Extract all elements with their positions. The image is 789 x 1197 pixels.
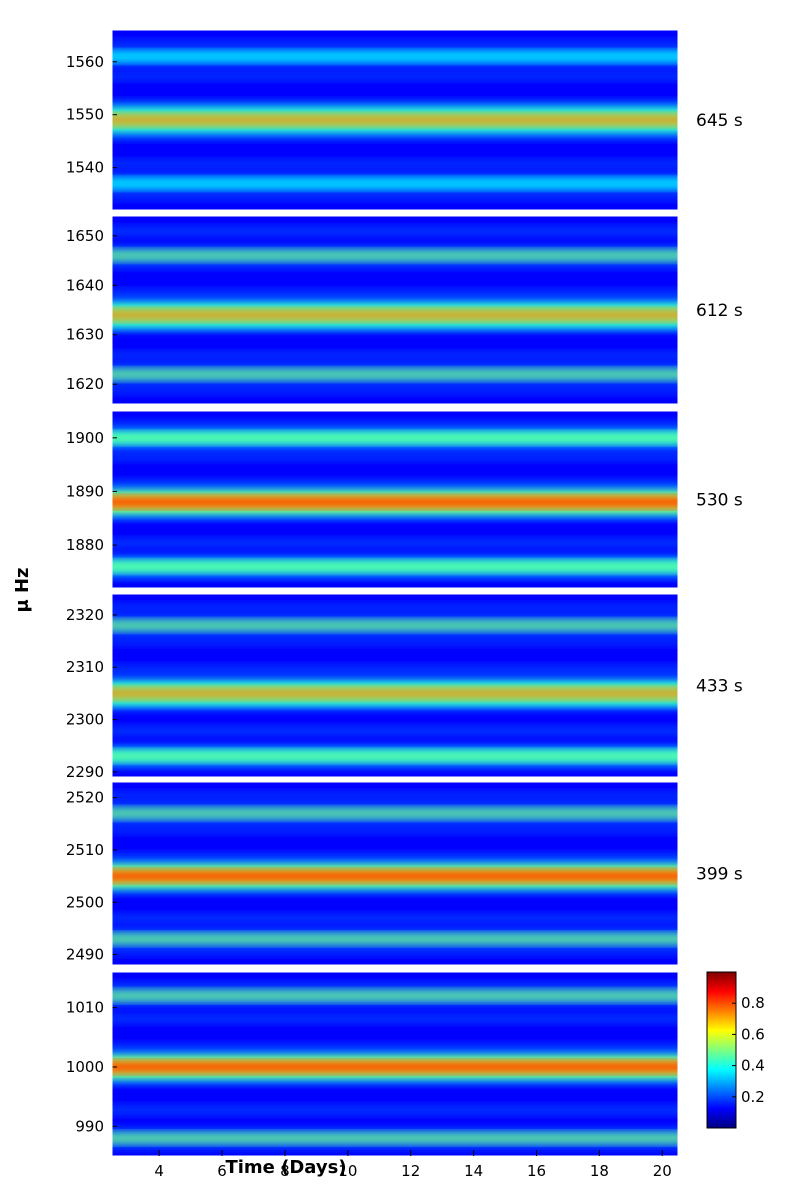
frequency-ridge bbox=[112, 433, 678, 442]
noise-band bbox=[112, 353, 678, 361]
x-tick-label: 12 bbox=[401, 1162, 420, 1180]
y-tick-label: 2310 bbox=[66, 658, 104, 676]
period-label: 645 s bbox=[696, 111, 743, 131]
noise-band bbox=[112, 1106, 678, 1114]
heatmap-panels: 1540 1550 1560 645 s 1620 1630 1640 1650 612 s 18… bbox=[66, 29, 743, 1157]
frequency-ridge bbox=[112, 934, 678, 943]
y-tick-label: 1900 bbox=[66, 429, 104, 447]
x-axis-label: Time (Days) bbox=[225, 1157, 346, 1178]
colorbar-tick-label: 0.2 bbox=[741, 1088, 765, 1106]
noise-band bbox=[112, 915, 678, 924]
x-tick-label: 10 bbox=[338, 1162, 357, 1180]
y-tick-label: 1880 bbox=[66, 536, 104, 554]
y-tick-label: 2520 bbox=[66, 789, 104, 807]
frequency-ridge bbox=[112, 370, 678, 379]
noise-band bbox=[112, 227, 678, 236]
noise-band bbox=[112, 480, 678, 489]
noise-band bbox=[112, 101, 678, 109]
frequency-ridge bbox=[112, 1062, 678, 1071]
frequency-ridge bbox=[112, 562, 678, 571]
y-tick-label: 1000 bbox=[66, 1058, 104, 1076]
panel-frame bbox=[111, 781, 679, 966]
y-tick-label: 1010 bbox=[66, 999, 104, 1017]
y-tick-label: 2300 bbox=[66, 710, 104, 728]
frequency-ridge bbox=[112, 1134, 678, 1143]
frequency-ridge bbox=[112, 809, 678, 818]
x-tick-label: 8 bbox=[280, 1162, 290, 1180]
noise-band bbox=[112, 666, 678, 675]
y-tick-label: 1650 bbox=[66, 227, 104, 245]
y-tick-label: 1550 bbox=[66, 106, 104, 124]
noise-band bbox=[112, 131, 678, 139]
frequency-ridge bbox=[112, 872, 678, 881]
x-axis: 4 6 8 10 12 14 16 18 20 bbox=[154, 1150, 672, 1180]
panel-frame bbox=[111, 29, 679, 211]
noise-band bbox=[112, 727, 678, 736]
period-label: 433 s bbox=[696, 677, 743, 697]
y-tick-label: 1630 bbox=[66, 326, 104, 344]
period-label: 399 s bbox=[696, 865, 743, 885]
x-tick-label: 14 bbox=[464, 1162, 483, 1180]
heatmap-panel: 1880 1890 1900 530 s bbox=[66, 410, 743, 589]
y-tick-label: 1620 bbox=[66, 375, 104, 393]
x-tick-label: 6 bbox=[217, 1162, 227, 1180]
y-tick-label: 2490 bbox=[66, 946, 104, 964]
noise-band bbox=[112, 1014, 678, 1022]
period-label: 612 s bbox=[696, 301, 743, 321]
frequency-ridge bbox=[112, 991, 678, 1000]
x-tick-label: 4 bbox=[154, 1162, 164, 1180]
colorbar: 0.2 0.4 0.6 0.8 bbox=[706, 971, 765, 1129]
frequency-ridge bbox=[112, 251, 678, 260]
noise-band bbox=[112, 793, 678, 802]
y-tick-label: 1890 bbox=[66, 482, 104, 500]
frequency-ridge bbox=[112, 52, 678, 61]
heatmap-panel: 990 1000 1010 bbox=[66, 971, 679, 1157]
frequency-ridge bbox=[112, 621, 678, 630]
colorbar-tick-label: 0.8 bbox=[741, 994, 765, 1012]
heatmap-panel: 1540 1550 1560 645 s bbox=[66, 29, 743, 211]
y-tick-label: 1560 bbox=[66, 53, 104, 71]
noise-band bbox=[112, 539, 678, 548]
noise-band bbox=[112, 635, 678, 644]
frequency-ridge bbox=[112, 116, 678, 124]
noise-band bbox=[112, 1044, 678, 1053]
y-tick-label: 990 bbox=[75, 1117, 104, 1135]
noise-band bbox=[112, 451, 678, 460]
panel-frame bbox=[111, 215, 679, 405]
x-tick-label: 20 bbox=[653, 1162, 672, 1180]
y-tick-label: 1540 bbox=[66, 159, 104, 177]
colorbar-gradient bbox=[706, 971, 737, 1129]
heatmap-panel: 2490 2500 2510 2520 399 s bbox=[66, 781, 743, 966]
y-tick-label: 1640 bbox=[66, 276, 104, 294]
frequency-ridge bbox=[112, 752, 678, 761]
y-axis-label: μ Hz bbox=[12, 567, 33, 612]
colorbar-tick-label: 0.6 bbox=[741, 1025, 765, 1043]
frequency-ridge bbox=[112, 689, 678, 698]
noise-band bbox=[112, 290, 678, 299]
y-tick-label: 2320 bbox=[66, 606, 104, 624]
heatmap-panel: 2290 2300 2310 2320 433 s bbox=[66, 593, 743, 781]
y-tick-label: 2500 bbox=[66, 893, 104, 911]
frequency-ridge bbox=[112, 310, 678, 319]
y-tick-label: 2510 bbox=[66, 841, 104, 859]
noise-band bbox=[112, 823, 678, 832]
panel-frame bbox=[111, 593, 679, 778]
period-label: 530 s bbox=[696, 491, 743, 511]
noise-band bbox=[112, 71, 678, 79]
noise-band bbox=[112, 605, 678, 614]
colorbar-tick-label: 0.4 bbox=[741, 1057, 765, 1075]
noise-band bbox=[112, 161, 678, 169]
heatmap-panel: 1620 1630 1640 1650 612 s bbox=[66, 215, 743, 405]
panel-frame bbox=[111, 971, 679, 1157]
frequency-ridge bbox=[112, 179, 678, 188]
x-tick-label: 16 bbox=[527, 1162, 546, 1180]
frequency-ridge bbox=[112, 498, 678, 507]
y-tick-label: 2290 bbox=[66, 763, 104, 781]
x-tick-label: 18 bbox=[590, 1162, 609, 1180]
noise-band bbox=[112, 854, 678, 863]
panel-frame bbox=[111, 410, 679, 589]
noise-band bbox=[112, 384, 678, 393]
